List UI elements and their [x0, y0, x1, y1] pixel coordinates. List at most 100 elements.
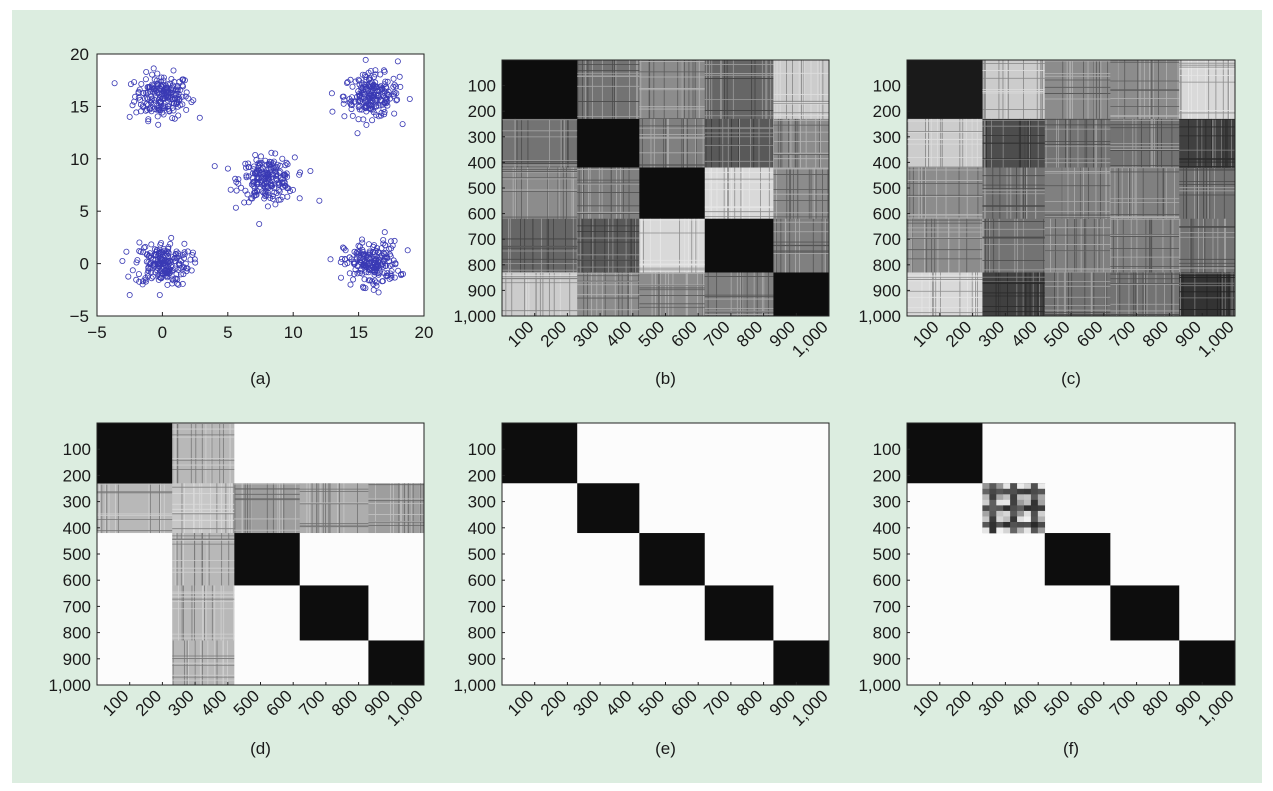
checkered-block: [982, 483, 1046, 534]
scatter-point: [111, 80, 118, 87]
x-tick-label: 300: [569, 317, 602, 350]
scatter-point: [370, 243, 377, 250]
y-tick-label: 400: [468, 519, 496, 538]
x-tick-label: 800: [328, 686, 361, 719]
x-tick-label: 800: [1139, 317, 1172, 350]
scatter-point: [244, 191, 251, 198]
y-tick-label: 1,000: [48, 676, 91, 695]
x-tick-label: 100: [909, 317, 942, 350]
scatter-point: [179, 76, 186, 83]
checker-cell: [1003, 505, 1011, 512]
scatter-point: [141, 244, 148, 251]
x-tick-label: 700: [1106, 317, 1139, 350]
scatter-point: [354, 270, 361, 277]
heatmap-block: [1179, 272, 1236, 317]
cluster-1: [328, 56, 413, 137]
scatter-point: [367, 102, 374, 109]
scatter-point: [272, 201, 279, 208]
checker-cell: [1010, 521, 1018, 528]
heatmap-block: [502, 423, 578, 484]
scatter-point: [174, 254, 181, 261]
heatmap-texture: [502, 60, 829, 316]
heatmap-block: [502, 483, 578, 534]
checker-cell: [996, 499, 1004, 506]
x-tick-label: 800: [1139, 686, 1172, 719]
heatmap-blocks: [502, 60, 830, 317]
y-tick-label: 800: [468, 624, 496, 643]
scatter-point: [233, 187, 240, 194]
scatter-point: [143, 251, 150, 258]
checker-cell: [1037, 510, 1046, 517]
scatter-point: [142, 243, 149, 250]
heatmap-block: [773, 118, 830, 169]
scatter-point: [165, 93, 172, 100]
checker-cell: [1023, 494, 1032, 501]
heatmap-block: [704, 585, 774, 641]
scatter-point: [171, 115, 178, 122]
x-tick-label: 100: [99, 686, 132, 719]
scatter-point: [175, 281, 182, 288]
scatter-point: [337, 274, 344, 281]
heatmap-block: [1110, 483, 1180, 534]
x-tick-label: 10: [284, 323, 303, 342]
x-tick-label: 500: [635, 686, 668, 719]
checker-cell: [1003, 527, 1011, 534]
checker-cell: [1003, 510, 1011, 517]
scatter-point: [159, 95, 166, 102]
scatter-point: [279, 180, 286, 187]
checker-cell: [1017, 527, 1025, 534]
y-tick-label: 15: [70, 97, 89, 116]
heatmap-block: [773, 218, 830, 273]
heatmap-block: [502, 585, 578, 641]
scatter-point: [158, 91, 165, 98]
scatter-point: [129, 102, 136, 109]
scatter-point: [136, 239, 143, 246]
heatmap-block: [1044, 533, 1111, 586]
scatter-plot-a: −5 0 5 10 15 20 −5 0 5 10 15 20: [70, 45, 434, 342]
scatter-point: [163, 84, 170, 91]
heatmap-block: [172, 585, 235, 641]
y-tick-label: 600: [468, 571, 496, 590]
scatter-point: [389, 261, 396, 268]
checker-cell: [1003, 483, 1011, 490]
scatter-point: [137, 248, 144, 255]
checker-cell: [1023, 527, 1032, 534]
heatmap-block: [773, 423, 830, 484]
heatmap-block: [1179, 533, 1236, 586]
checker-cell: [1017, 516, 1025, 523]
scatter-point: [296, 195, 303, 202]
heatmap-block: [982, 533, 1046, 586]
scatter-point: [359, 262, 366, 269]
heatmap-block: [577, 218, 640, 273]
checker-cell: [1003, 499, 1011, 506]
scatter-point: [265, 192, 272, 199]
scatter-point: [143, 258, 150, 265]
scatter-point: [166, 107, 173, 114]
scatter-point: [393, 97, 400, 104]
scatter-point: [191, 256, 198, 263]
scatter-point: [224, 165, 231, 172]
cluster-3: [119, 234, 199, 298]
scatter-point: [151, 76, 158, 83]
x-tick-label: 600: [1073, 686, 1106, 719]
scatter-point: [144, 106, 151, 113]
scatter-point: [375, 113, 382, 120]
scatter-point: [174, 280, 181, 287]
checker-cell: [989, 494, 997, 501]
scatter-point: [264, 174, 271, 181]
scatter-point: [183, 268, 190, 275]
scatter-point: [374, 254, 381, 261]
scatter-point: [134, 257, 141, 264]
scatter-point: [175, 252, 182, 259]
checker-cell: [982, 521, 990, 528]
scatter-point: [354, 130, 361, 137]
scatter-point: [182, 93, 189, 100]
scatter-point: [373, 266, 380, 273]
scatter-point: [179, 280, 186, 287]
heatmap-block: [502, 640, 578, 686]
checker-cell: [1010, 494, 1018, 501]
y-tick-label: −5: [70, 307, 89, 326]
scatter-point: [358, 236, 365, 243]
scatter-point: [350, 276, 357, 283]
